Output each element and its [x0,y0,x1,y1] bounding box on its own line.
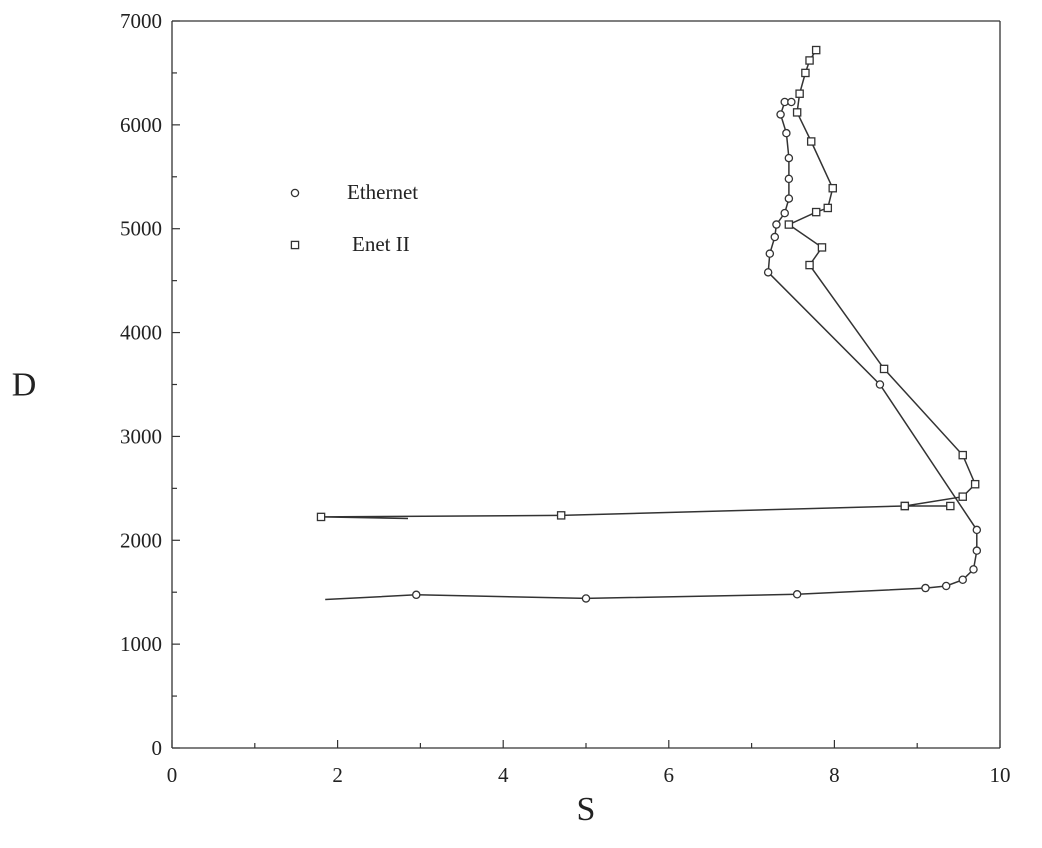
data-point-enet-ii [805,260,814,270]
data-point-ethernet [412,590,421,600]
y-tick-label: 3000 [120,424,162,448]
data-point-ethernet [784,174,794,184]
data-point-enet-ii [801,68,810,78]
data-point-enet-ii [879,364,889,374]
legend: Ethernet Enet II [290,180,418,256]
data-point-ethernet [972,546,982,555]
data-point-ethernet [941,581,951,591]
data-point-enet-ii [970,479,980,489]
data-point-enet-ii [946,501,955,511]
data-point-enet-ii [811,45,821,55]
data-point-ethernet [784,153,794,163]
y-tick-label: 4000 [120,321,162,345]
data-point-enet-ii [823,203,833,213]
data-point-ethernet [780,208,789,218]
data-point-ethernet [772,220,781,229]
data-point-enet-ii [811,207,821,217]
x-tick-label: 0 [167,763,178,787]
data-point-enet-ii [784,220,794,229]
data-point-ethernet [958,575,967,585]
y-axis-ticks: 0 1000 2000 3000 4000 5000 6000 7000 [120,9,180,760]
data-point-enet-ii [958,450,967,460]
x-tick-label: 10 [990,763,1011,787]
legend-label: Ethernet [347,180,418,204]
x-tick-label: 4 [498,763,509,787]
data-point-enet-ii [805,56,814,65]
y-tick-label: 2000 [120,528,162,552]
data-point-enet-ii [556,511,566,520]
data-point-enet-ii [958,492,967,501]
data-point-enet-ii [795,89,804,98]
y-tick-label: 5000 [120,217,162,241]
series-layer [316,45,982,603]
data-point-enet-ii [817,243,827,252]
data-point-ethernet [792,590,802,599]
data-point-ethernet [765,249,775,258]
x-axis-title: S [577,791,596,828]
data-point-enet-ii [900,501,910,511]
series-enet-ii [316,45,980,522]
data-point-ethernet [776,110,785,119]
data-point-ethernet [581,594,591,603]
series-line-enet-ii [320,49,977,520]
series-line-ethernet [325,101,978,601]
data-point-ethernet [763,268,773,277]
x-axis-ticks: 0 2 4 6 8 10 [167,740,1011,787]
x-tick-label: 8 [829,763,840,787]
data-point-ethernet [770,232,780,242]
data-point-ethernet [782,128,791,138]
legend-marker-enet-ii [290,240,300,250]
data-point-enet-ii [828,183,837,193]
legend-label: Enet II [352,232,410,256]
y-tick-label: 7000 [120,9,162,33]
data-point-ethernet [969,565,978,574]
data-point-ethernet [921,583,930,593]
data-point-enet-ii [792,108,802,117]
data-point-ethernet [875,380,885,389]
data-point-enet-ii [806,137,816,146]
y-tick-label: 0 [152,736,163,760]
legend-marker-ethernet [290,188,300,198]
x-tick-label: 6 [664,763,675,787]
series-ethernet [325,97,982,603]
y-axis-title: D [12,367,37,404]
data-point-ethernet [972,525,982,535]
x-tick-label: 2 [332,763,343,787]
data-point-enet-ii [316,512,326,522]
data-point-ethernet [784,194,794,203]
y-tick-label: 6000 [120,113,162,137]
y-tick-label: 1000 [120,632,162,656]
data-point-ethernet [787,97,796,107]
